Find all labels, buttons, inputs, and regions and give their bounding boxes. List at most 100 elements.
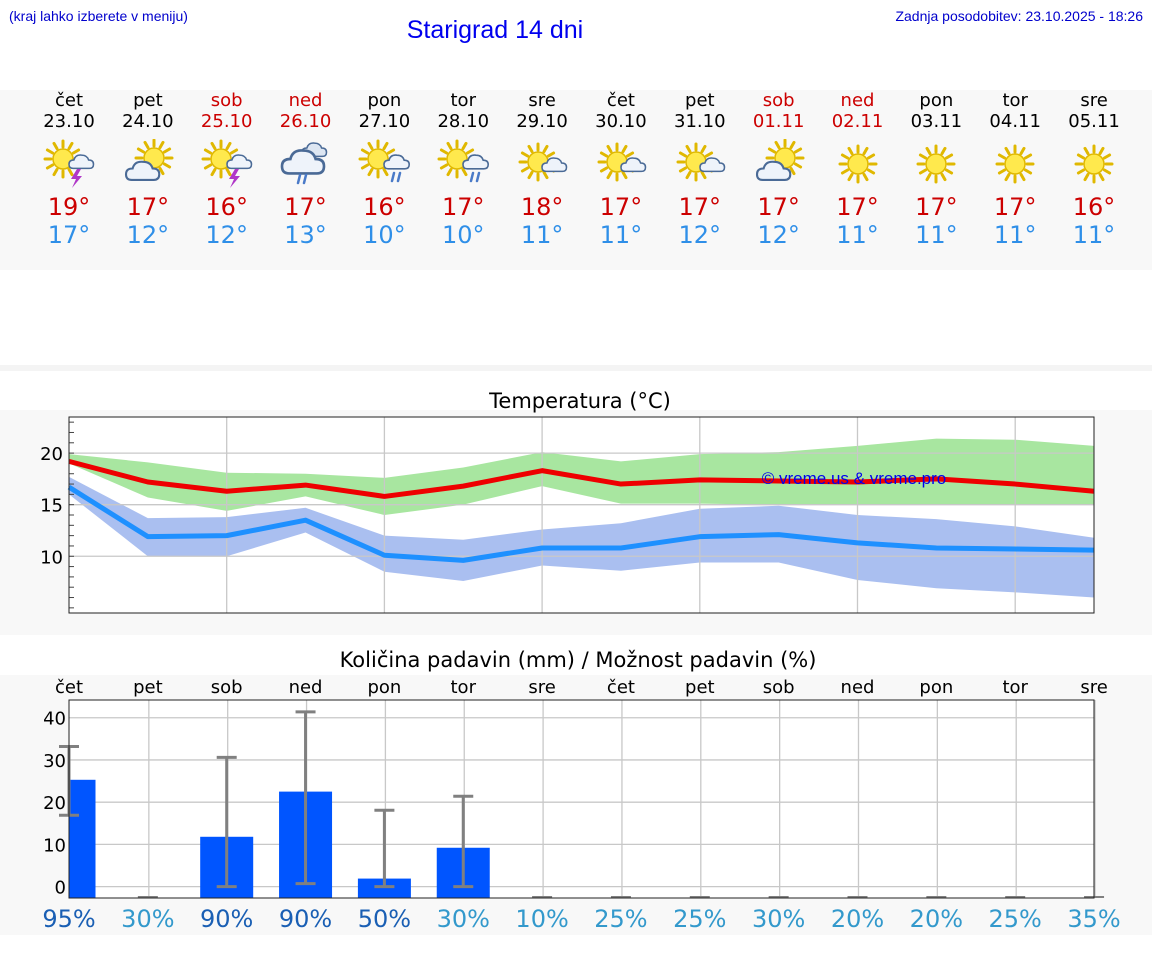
temp-min: 12° (205, 221, 248, 249)
day-axis-label: sob (763, 677, 795, 698)
temp-max: 17° (678, 193, 722, 221)
day-name: čet (606, 90, 635, 111)
sun-small-cloud-icon (676, 142, 726, 182)
precip-probability: 90% (279, 905, 332, 933)
cloud-sun-icon (124, 139, 174, 181)
day-date: 30.10 (595, 111, 647, 132)
sun-cloud-thunder-icon (43, 139, 95, 188)
sun-small-cloud-icon (518, 142, 568, 182)
day-axis-label: tor (1002, 677, 1028, 698)
temp-min: 17° (47, 221, 91, 249)
temp-max: 17° (599, 193, 643, 221)
precip-probability: 50% (358, 905, 411, 933)
day-name: čet (54, 90, 84, 111)
day-axis-label: pon (367, 677, 401, 698)
temp-max: 18° (520, 193, 564, 221)
temp-max: 17° (836, 193, 879, 221)
page-title: Starigrad 14 dni (406, 16, 584, 44)
day-date: 27.10 (358, 111, 411, 132)
day-name: sob (762, 90, 795, 111)
day-date: 01.11 (752, 111, 805, 132)
watermark: © vreme.us & vreme.pro (762, 469, 946, 488)
day-column: čet 23.10 19° 17° (30, 90, 109, 250)
day-date: 26.10 (279, 111, 332, 132)
day-name: pon (367, 90, 402, 111)
day-date: 23.10 (43, 111, 95, 132)
precip-probability: 95% (42, 905, 95, 933)
y-tick-label: 40 (43, 709, 66, 730)
day-date: 04.11 (989, 111, 1041, 132)
day-name: ned (840, 90, 875, 111)
precip-probability: 25% (673, 905, 726, 933)
temp-max: 17° (993, 193, 1037, 221)
min-temp-line (67, 485, 1095, 563)
day-column: sre 05.11 16° 11° (1055, 90, 1134, 250)
day-column: pet 24.10 17° 12° (108, 90, 187, 250)
temp-max: 16° (205, 193, 248, 221)
location-hint: (kraj lahko izberete v meniju) (9, 8, 188, 24)
day-column: pon 03.11 17° 11° (897, 90, 976, 250)
temp-max: 17° (757, 193, 800, 221)
day-name: pon (919, 90, 954, 111)
day-name: pet (685, 90, 715, 111)
sun-cloud-rain-icon (358, 139, 411, 183)
cloud-rain-icon (280, 142, 327, 185)
last-update: Zadnja posodobitev: 23.10.2025 - 18:26 (895, 8, 1143, 24)
day-column: sre 29.10 18° 11° (503, 90, 582, 250)
day-date: 05.11 (1068, 111, 1120, 132)
temp-min: 11° (599, 221, 643, 249)
temp-min: 12° (678, 221, 722, 249)
y-tick-label: 20 (43, 793, 66, 814)
day-axis-label: ned (289, 677, 323, 698)
day-name: tor (1002, 90, 1028, 111)
precip-probability: 25% (594, 905, 647, 933)
day-axis-label: tor (451, 677, 477, 698)
day-axis-label: ned (841, 677, 875, 698)
day-column: sob 25.10 16° 12° (187, 90, 266, 250)
day-axis-label: sre (528, 677, 555, 698)
temp-max: 16° (363, 193, 406, 221)
sun-icon (916, 144, 956, 184)
min-temp-range-band (69, 476, 1095, 598)
y-tick-label: 10 (40, 547, 63, 568)
daily-forecast-strip: čet 23.10 19° 17° pet 24.10 17° 12° sob 25.10 16° 1… (0, 90, 1152, 270)
sun-small-cloud-icon (597, 142, 647, 182)
day-date: 25.10 (200, 111, 253, 132)
day-axis-label: pon (919, 677, 953, 698)
day-axis-label: sob (211, 677, 243, 698)
temperature-plot-frame (68, 416, 1095, 614)
temp-min: 11° (836, 221, 879, 249)
cloud-sun-icon (755, 139, 805, 181)
temp-max: 17° (126, 193, 170, 221)
y-tick-label: 30 (43, 751, 66, 772)
temp-max: 17° (284, 193, 327, 221)
day-name: ned (288, 90, 323, 111)
precip-probability: 20% (831, 905, 884, 933)
day-axis-label: pet (133, 677, 163, 698)
day-name: sre (528, 90, 556, 111)
precip-probability: 30% (121, 905, 174, 933)
precip-probability: 25% (989, 905, 1042, 933)
day-date: 02.11 (831, 111, 884, 132)
temp-max: 17° (441, 193, 485, 221)
temp-min: 10° (441, 221, 485, 249)
precip-probability: 20% (910, 905, 963, 933)
day-column: sob 01.11 17° 12° (739, 90, 818, 250)
precip-probability: 35% (1067, 905, 1120, 933)
temperature-chart-title: Temperatura (°C) (488, 389, 671, 413)
day-column: pon 27.10 16° 10° (345, 90, 424, 249)
precip-probability: 30% (437, 905, 490, 933)
y-tick-label: 15 (40, 496, 63, 517)
temp-min: 12° (126, 221, 170, 249)
temp-min: 10° (363, 221, 406, 249)
temp-max: 19° (47, 193, 91, 221)
temp-max: 17° (915, 193, 958, 221)
day-name: sob (210, 90, 243, 111)
temp-min: 11° (993, 221, 1037, 249)
precip-bar (69, 779, 96, 898)
sun-cloud-thunder-icon (201, 139, 252, 188)
temp-min: 11° (915, 221, 958, 249)
day-name: tor (450, 90, 476, 111)
day-date: 28.10 (437, 111, 490, 132)
